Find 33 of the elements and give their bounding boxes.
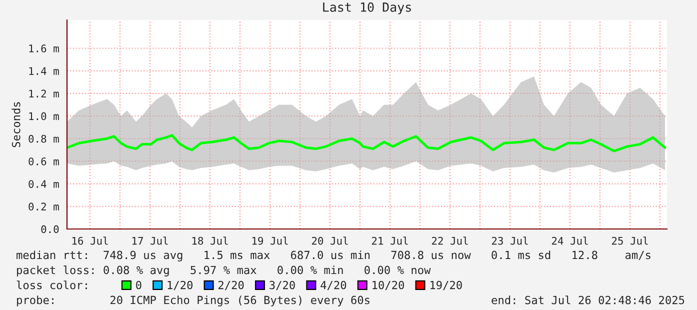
chart-title: Last 10 Days xyxy=(323,2,411,14)
x-tick-label: 23 Jul xyxy=(492,236,528,245)
x-tick-label: 21 Jul xyxy=(372,236,408,245)
x-tick-label: 22 Jul xyxy=(432,236,468,245)
y-tick-label: 0.4 m xyxy=(28,180,59,188)
legend-label: 2/20 xyxy=(218,280,244,290)
legend-label: 1/20 xyxy=(168,280,193,290)
y-tick-label: 0.2 m xyxy=(28,202,59,211)
x-tick-label: 18 Jul xyxy=(192,236,228,245)
text: loss color: xyxy=(16,280,87,290)
y-tick-label: 0.8 m xyxy=(28,134,59,143)
x-tick-label: 16 Jul xyxy=(72,236,108,245)
legend-label: 10/20 xyxy=(372,280,404,290)
y-tick-label: 0.6 m xyxy=(28,157,59,166)
x-tick-label: 17 Jul xyxy=(132,236,168,245)
text: probe: 20 ICMP Echo Pings (56 Bytes) every 60s xyxy=(17,296,370,306)
legend-label: 4/20 xyxy=(320,280,346,290)
y-axis-title: Seconds xyxy=(12,102,20,148)
y-tick-label: 1.4 m xyxy=(29,67,59,75)
text: packet loss: 0.08 % avg 5.97 % max 0.00 % min 0.00 % now xyxy=(17,266,431,276)
legend-label: 19/20 xyxy=(430,280,462,290)
x-tick-label: 24 Jul xyxy=(552,236,588,245)
text: end: Sat Jul 26 02:48:46 2025 xyxy=(492,296,684,304)
y-tick-label: 1.6 m xyxy=(29,44,59,52)
y-tick-label: 1.0 m xyxy=(29,112,59,120)
y-tick-label: 1.2 m xyxy=(29,90,59,98)
legend-label: 0 xyxy=(136,280,142,290)
text: median rtt: 748.9 us avg 1.5 ms max 687.0 us min 708.8 us now 0.1 ms sd 12.8 am/s xyxy=(16,250,650,262)
y-tick-label: 0.0 xyxy=(41,225,59,234)
x-tick-label: 20 Jul xyxy=(312,236,348,245)
legend-label: 3/20 xyxy=(270,280,295,290)
x-tick-label: 25 Jul xyxy=(612,236,648,245)
x-tick-label: 19 Jul xyxy=(252,236,288,245)
